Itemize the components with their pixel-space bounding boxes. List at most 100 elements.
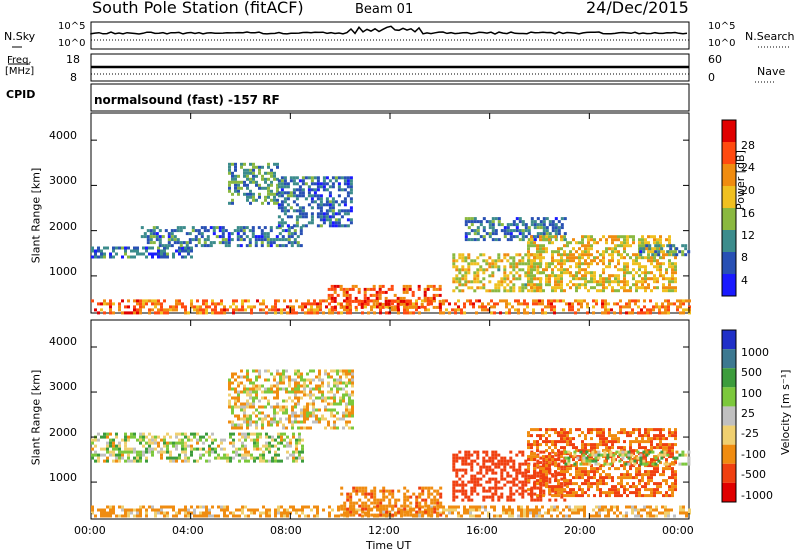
echo-cell [562, 514, 565, 518]
echo-cell [106, 441, 109, 445]
echo-cell [333, 287, 337, 291]
echo-cell [328, 224, 332, 228]
echo-cell [536, 479, 539, 483]
echo-cell [524, 286, 528, 290]
echo-cell [333, 378, 336, 382]
echo-cell [103, 311, 106, 315]
echo-cell [533, 455, 536, 459]
echo-cell [548, 434, 551, 438]
echo-cell [237, 375, 240, 379]
echo-cell [297, 414, 300, 418]
echo-cell [560, 283, 563, 287]
echo-cell [647, 277, 650, 281]
echo-cell [551, 223, 555, 227]
echo-cell [674, 476, 677, 480]
echo-cell [581, 443, 584, 447]
echo-cell [473, 277, 477, 281]
echo-cell [276, 183, 279, 187]
echo-cell [554, 217, 558, 221]
echo-cell [674, 479, 677, 483]
echo-cell [560, 491, 563, 495]
echo-cell [499, 311, 502, 315]
echo-cell [390, 287, 394, 291]
echo-cell [248, 244, 252, 248]
echo-cell [202, 441, 205, 445]
echo-cell [280, 182, 284, 186]
echo-cell [268, 508, 271, 512]
echo-cell [661, 302, 664, 306]
echo-cell [617, 482, 620, 486]
echo-cell [133, 432, 136, 436]
echo-cell [607, 311, 610, 315]
echo-cell [640, 514, 643, 518]
echo-cell [479, 286, 483, 290]
echo-cell [259, 435, 262, 439]
echo-cell [643, 311, 646, 315]
echo-cell [194, 229, 198, 233]
echo-cell [536, 482, 539, 486]
echo-cell [430, 505, 433, 509]
echo-cell [439, 501, 443, 505]
echo-cell [299, 229, 303, 233]
echo-cell [97, 432, 100, 436]
echo-cell [659, 428, 662, 432]
echo-cell [657, 253, 661, 257]
echo-cell [674, 265, 677, 269]
echo-cell [109, 450, 112, 454]
echo-cell [249, 171, 252, 175]
echo-cell [337, 302, 340, 306]
echo-cell [277, 185, 281, 189]
echo-cell [357, 287, 361, 291]
echo-cell [301, 444, 304, 448]
echo-cell [530, 428, 533, 432]
echo-cell [532, 511, 535, 515]
echo-cell [609, 450, 613, 454]
echo-cell [255, 174, 258, 178]
echo-cell [548, 235, 551, 239]
echo-cell [470, 453, 474, 457]
echo-cell [545, 455, 548, 459]
echo-cell [397, 507, 401, 511]
echo-cell [261, 423, 264, 427]
echo-cell [229, 456, 232, 460]
echo-cell [650, 440, 653, 444]
echo-cell [485, 468, 489, 472]
echo-cell [264, 378, 267, 382]
echo-cell [208, 514, 211, 518]
echo-cell [145, 456, 148, 460]
echo-cell [551, 253, 554, 257]
echo-cell [485, 220, 489, 224]
echo-cell [650, 247, 653, 251]
echo-cell [243, 420, 246, 424]
echo-cell [235, 514, 238, 518]
echo-cell [554, 446, 557, 450]
echo-cell [608, 235, 611, 239]
echo-cell [328, 514, 331, 518]
echo-cell [674, 434, 677, 438]
echo-cell [409, 302, 412, 306]
echo-cell [375, 296, 379, 300]
echo-cell [343, 200, 347, 204]
echo-cell [542, 455, 545, 459]
echo-cell [493, 311, 496, 315]
echo-cell [533, 265, 536, 269]
echo-cell [596, 434, 599, 438]
echo-cell [569, 488, 572, 492]
echo-cell [321, 393, 324, 397]
echo-cell [250, 305, 253, 309]
echo-cell [515, 265, 519, 269]
echo-cell [276, 405, 279, 409]
echo-cell [208, 508, 211, 512]
echo-cell [286, 185, 290, 189]
echo-cell [605, 238, 608, 242]
echo-cell [662, 283, 665, 287]
echo-cell [345, 405, 348, 409]
echo-cell [476, 268, 480, 272]
echo-cell [590, 443, 593, 447]
echo-cell [584, 473, 587, 477]
echo-cell [251, 229, 255, 233]
echo-cell [506, 471, 510, 475]
echo-cell [376, 513, 380, 517]
echo-cell [339, 381, 342, 385]
echo-cell [651, 253, 655, 257]
